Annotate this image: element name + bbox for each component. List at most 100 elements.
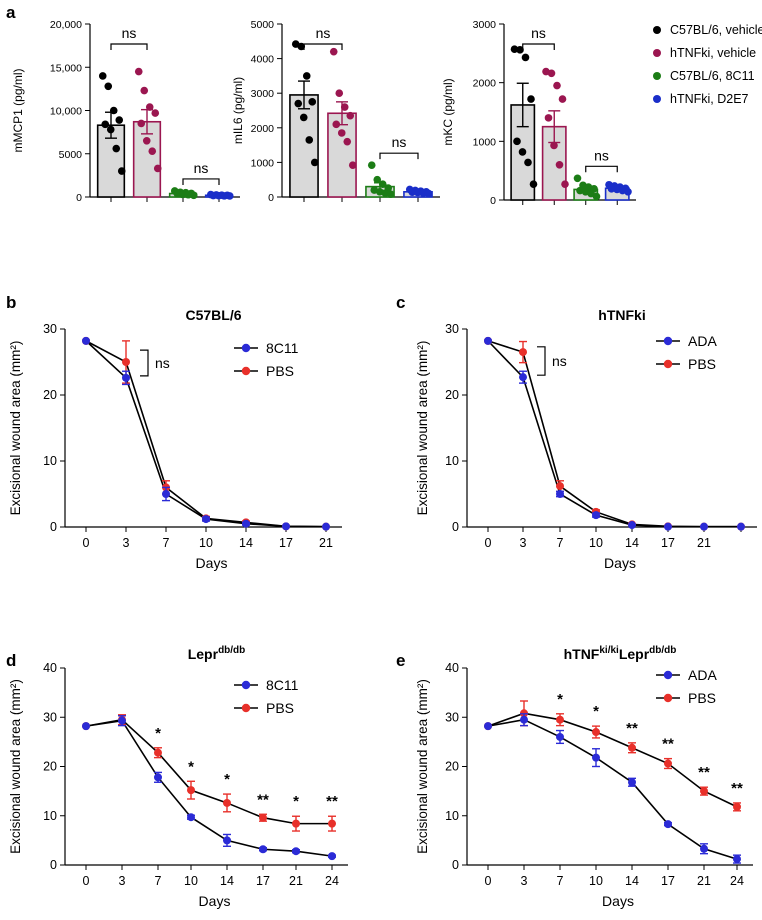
data-point-e	[628, 743, 636, 752]
data-point-a2	[297, 42, 306, 51]
significance-bracket-b	[140, 349, 149, 377]
data-point-a1	[189, 191, 198, 200]
data-point-a2	[310, 158, 319, 167]
data-point-e	[592, 728, 600, 737]
data-point-a2	[343, 137, 352, 146]
x-tick-label-e: 17	[661, 874, 675, 888]
data-point-a1	[115, 116, 124, 124]
data-point-e	[520, 715, 528, 724]
panel-letter-d: d	[6, 651, 16, 670]
significance-label-c: ns	[552, 353, 567, 369]
x-tick-label-c: 3	[520, 536, 527, 550]
data-point-a2	[378, 180, 387, 188]
y-tick-label-c: 10	[445, 454, 459, 468]
data-point-c	[737, 522, 745, 531]
data-point-a2	[373, 175, 382, 184]
data-point-a3	[529, 180, 538, 188]
legend-marker-a	[653, 72, 661, 80]
data-point-a3	[521, 53, 530, 62]
legend-label-b: 8C11	[266, 340, 299, 356]
x-tick-label-d: 24	[325, 874, 339, 888]
y-tick-label-b: 20	[43, 388, 57, 402]
significance-bracket-a3	[585, 165, 618, 173]
data-point-a1	[184, 190, 193, 199]
data-point-d	[154, 748, 162, 757]
data-point-a2	[332, 120, 341, 129]
x-tick-label-e: 14	[625, 874, 639, 888]
y-tick-label-c: 0	[452, 520, 459, 534]
data-point-a1	[134, 67, 143, 76]
x-tick-label-c: 0	[485, 536, 492, 550]
legend-marker-d	[241, 703, 251, 713]
series-line-d	[85, 718, 332, 825]
legend-marker-a	[653, 95, 661, 103]
significance-star-e: **	[662, 736, 674, 753]
data-point-b	[322, 522, 330, 531]
data-point-a2	[299, 113, 308, 122]
data-point-a3	[550, 141, 558, 150]
x-tick-label-e: 10	[589, 874, 603, 888]
data-point-d	[259, 845, 267, 854]
data-point-a2	[367, 161, 376, 169]
legend-label-b: PBS	[266, 363, 294, 379]
legend-label-a: C57BL/6, 8C11	[670, 69, 755, 83]
data-point-b	[122, 358, 130, 366]
x-tick-label-d: 3	[119, 874, 126, 888]
data-point-d	[82, 722, 90, 731]
y-tick-label-a1: 20,000	[50, 19, 82, 31]
chart-title-d: Leprdb/db	[188, 645, 246, 662]
panel-letter-a: a	[6, 3, 16, 22]
y-tick-label-a1: 5000	[59, 149, 83, 161]
data-point-a2	[408, 188, 417, 196]
x-tick-label-b: 10	[199, 536, 213, 550]
data-point-a1	[104, 82, 113, 91]
legend-label-d: PBS	[266, 700, 294, 716]
panel-letter-e: e	[396, 651, 405, 670]
y-tick-label-e: 0	[452, 858, 459, 872]
data-point-e	[733, 802, 741, 811]
chart-title-b: C57BL/6	[185, 307, 241, 323]
legend-marker-e	[663, 670, 673, 680]
data-point-a1	[117, 167, 126, 175]
x-tick-label-d: 10	[184, 874, 198, 888]
data-point-b	[242, 519, 250, 528]
data-point-d	[259, 813, 267, 822]
legend-marker-a	[653, 49, 661, 57]
data-point-a2	[308, 98, 317, 106]
y-tick-label-d: 0	[50, 858, 57, 872]
y-tick-label-a3: 3000	[473, 19, 497, 31]
significance-star-e: **	[731, 780, 743, 797]
y-axis-title-a3: mKC (pg/ml)	[441, 78, 455, 145]
significance-star-e: *	[593, 703, 599, 720]
data-point-a3	[518, 148, 527, 156]
data-point-a1	[220, 192, 229, 200]
data-point-a3	[553, 81, 561, 90]
data-point-b	[162, 490, 170, 498]
significance-bracket-a3	[522, 43, 555, 50]
significance-star-d: *	[293, 793, 299, 810]
significance-star-e: *	[557, 691, 563, 708]
data-point-a1	[214, 191, 223, 200]
data-point-a1	[98, 72, 107, 80]
data-point-e	[664, 759, 672, 768]
panel-letter-b: b	[6, 293, 16, 312]
y-tick-label-b: 10	[43, 454, 57, 468]
data-point-e	[592, 753, 600, 762]
significance-label-a1: ns	[194, 160, 209, 176]
x-tick-label-e: 3	[521, 874, 528, 888]
significance-star-d: **	[326, 793, 338, 810]
x-axis-title-e: Days	[602, 893, 634, 909]
y-axis-title-a1: mMCP1 (pg/ml)	[11, 68, 25, 152]
significance-star-d: **	[257, 791, 269, 808]
data-point-c	[484, 336, 492, 345]
x-tick-label-d: 21	[289, 874, 303, 888]
data-point-a2	[386, 190, 395, 199]
data-point-b	[202, 515, 210, 524]
data-point-d	[328, 819, 336, 828]
legend-label-a: C57BL/6, vehicle	[670, 23, 762, 37]
data-point-a3	[561, 180, 569, 188]
significance-bracket-c	[537, 346, 546, 376]
data-point-c	[556, 490, 564, 498]
legend-label-d: 8C11	[266, 677, 299, 693]
data-point-a1	[148, 147, 157, 155]
